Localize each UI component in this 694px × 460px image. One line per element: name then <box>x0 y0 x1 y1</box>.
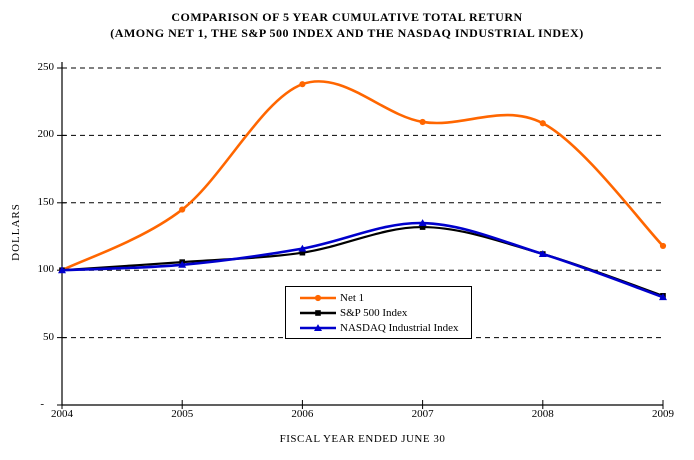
chart-title-line1: COMPARISON OF 5 YEAR CUMULATIVE TOTAL RE… <box>171 10 523 24</box>
legend-marker-glyph <box>315 309 321 316</box>
legend-item-nasdaq-industrial-index: NASDAQ Industrial Index <box>299 320 471 335</box>
x-axis-title: FISCAL YEAR ENDED JUNE 30 <box>279 433 446 445</box>
legend-marker-glyph <box>314 323 322 331</box>
chart-title: COMPARISON OF 5 YEAR CUMULATIVE TOTAL RE… <box>0 9 694 41</box>
series-point-nasdaq-industrial-index-2005 <box>178 260 187 268</box>
series-point-nasdaq-industrial-index-2004 <box>58 266 66 274</box>
legend-item-s-p-500-index: S&P 500 Index <box>299 305 471 320</box>
series-point-s-p-500-index-2007 <box>419 224 426 230</box>
legend-item-net-1: Net 1 <box>299 290 471 305</box>
series-point-net-1-2008 <box>539 120 546 127</box>
legend-label-net-1: Net 1 <box>340 291 365 304</box>
chart-title-line2: (AMONG NET 1, THE S&P 500 INDEX AND THE … <box>110 26 584 40</box>
series-point-net-1-2006 <box>299 81 306 88</box>
legend-label-s-p-500-index: S&P 500 Index <box>340 306 408 319</box>
legend-marker-circle-icon <box>300 294 336 301</box>
series-point-net-1-2007 <box>419 118 426 126</box>
series-point-nasdaq-industrial-index-2006 <box>298 244 307 252</box>
legend-marker-square-icon <box>300 309 336 316</box>
series-line-nasdaq-industrial-index <box>60 221 665 299</box>
legend-label-nasdaq-industrial-index: NASDAQ Industrial Index <box>340 321 459 334</box>
legend-marker-triangle-icon <box>300 323 336 331</box>
series-line-net-1 <box>60 80 665 272</box>
series-point-net-1-2005 <box>179 206 186 213</box>
series-point-nasdaq-industrial-index-2008 <box>538 250 547 258</box>
y-axis-title: DOLLARS <box>10 203 22 261</box>
series-point-s-p-500-index-2006 <box>299 249 306 256</box>
legend: Net 1 S&P 500 Index NASDAQ Industrial Inde… <box>285 286 472 339</box>
series-point-nasdaq-industrial-index-2009 <box>659 293 667 301</box>
legend-marker-glyph <box>314 294 322 301</box>
series-point-nasdaq-industrial-index-2007 <box>418 219 427 227</box>
series-point-net-1-2009 <box>659 242 667 250</box>
